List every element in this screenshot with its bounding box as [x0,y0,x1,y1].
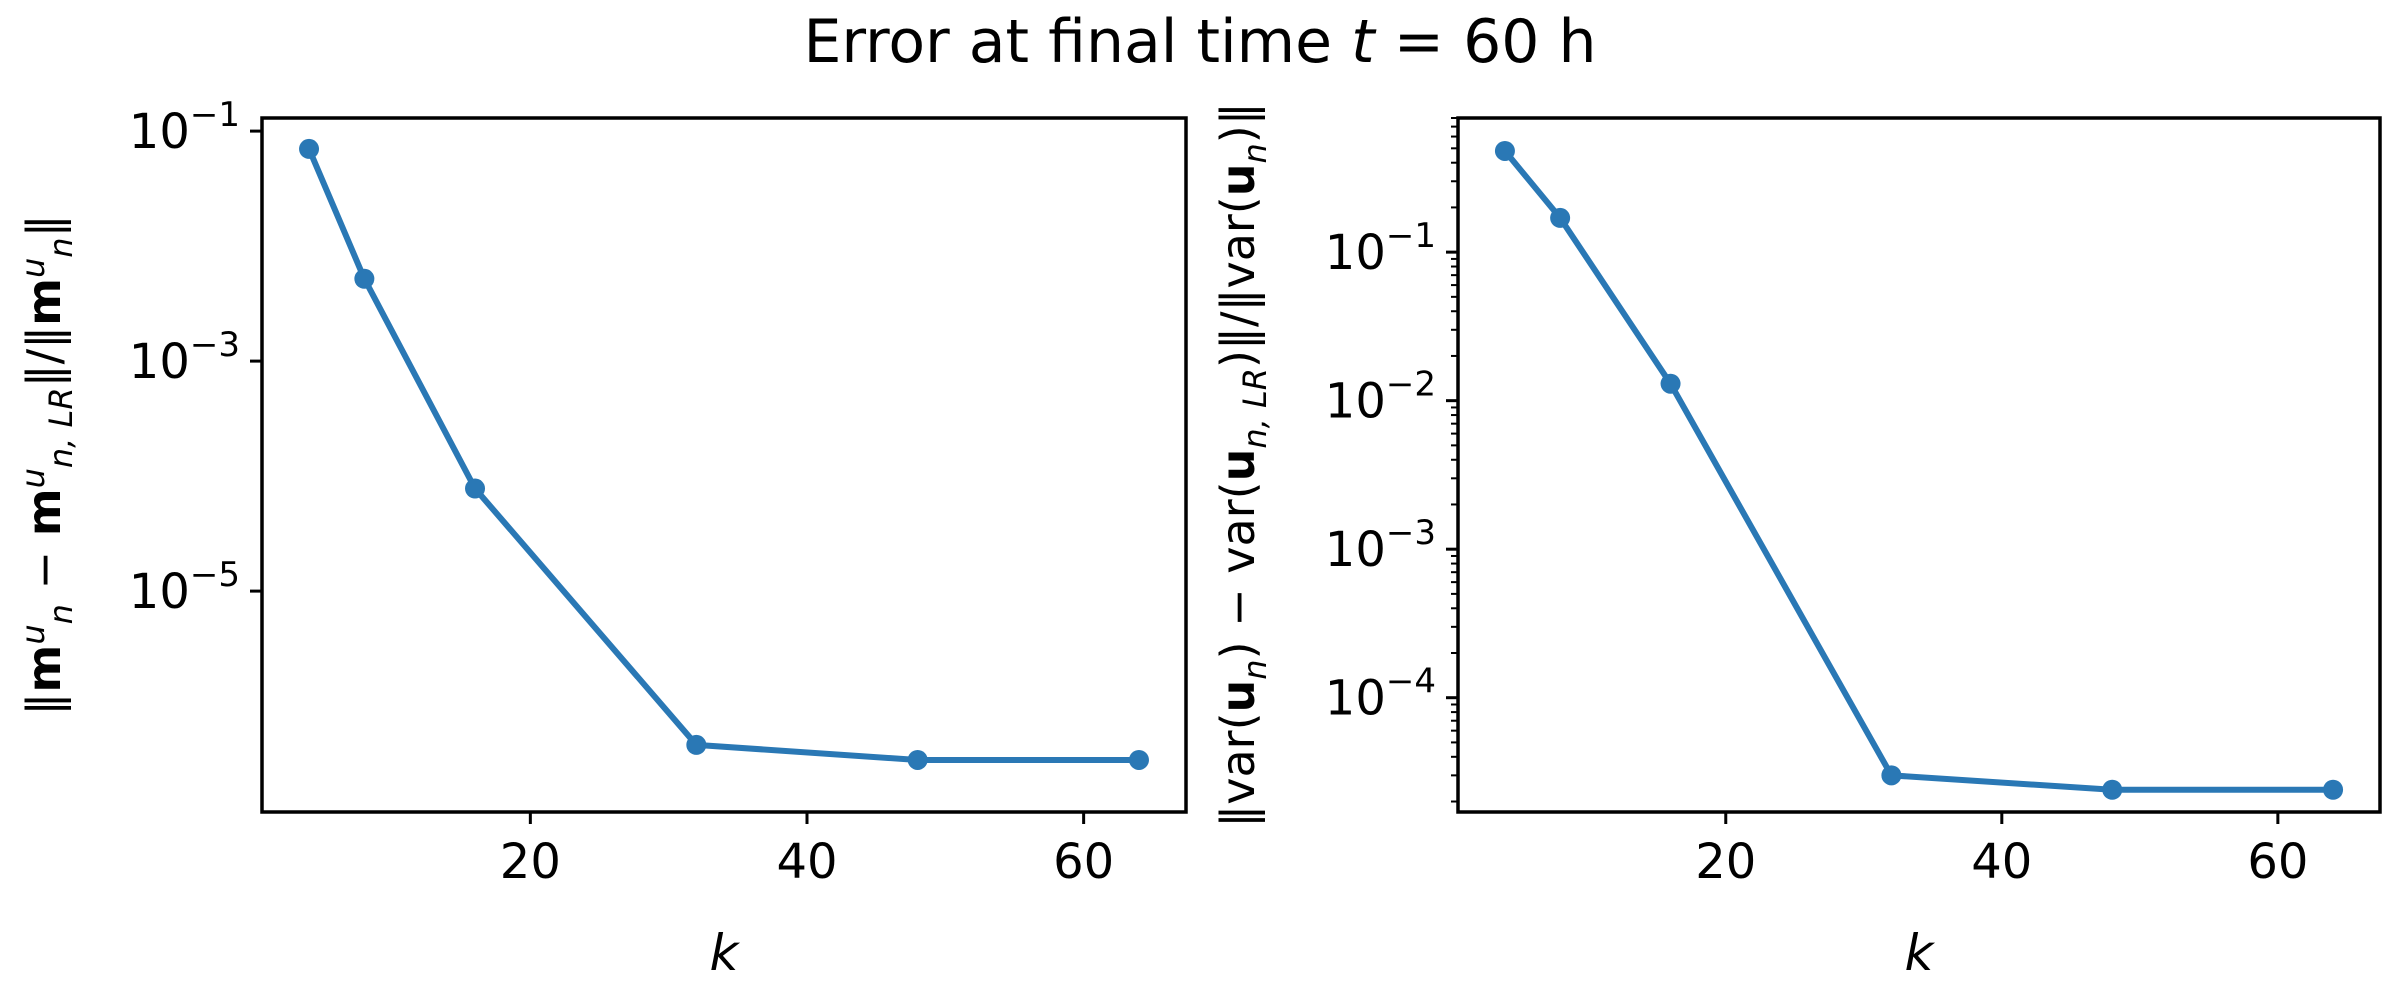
plot-frame [1456,116,2382,814]
x-tick-label: 40 [776,834,837,890]
y-axis-label: ‖var(un) − var(un, LR)‖/‖var(un)‖ [1211,102,1274,827]
y-tick-label: 10−4 [1325,662,1436,727]
x-tick-label: 20 [1695,834,1756,890]
data-point [1660,373,1681,394]
data-point [1128,749,1149,770]
x-axis-label: k [1905,924,1936,982]
y-tick-label: 10−1 [129,95,240,160]
y-tick-label: 10−1 [1325,216,1436,281]
y-tick-label: 10−3 [129,325,240,390]
y-axis-label: ‖mun − mun, LR‖/‖mun‖ [14,214,80,715]
x-tick-label: 60 [2247,834,2308,890]
data-point [299,138,320,159]
data-point [1881,765,1902,786]
y-tick-label: 10−5 [129,555,240,620]
x-axis-label: k [710,924,741,982]
data-point [354,268,375,289]
x-tick-label: 20 [500,834,561,890]
series-line [306,147,1139,763]
series-line [1502,149,2334,793]
left-panel-mean-error: 20 40 60 10−1 10−3 10−5 k ‖mun − mun, LR‖/‖mun‖ [14,95,1188,982]
data-point [686,734,707,755]
y-tick-label: 10−3 [1325,513,1436,578]
data-point [1494,140,1515,161]
data-point [2102,779,2123,800]
plot-frame [260,116,1188,814]
figure-title: Error at final time t = 60 h [803,7,1596,77]
data-point [465,478,486,499]
right-panel-variance-error: 20 40 60 10−1 10−2 10−3 10−4 k ‖var(un) − var(un… [1211,102,2382,982]
x-tick-label: 40 [1971,834,2032,890]
y-tick-label: 10−2 [1325,365,1436,430]
data-point [2323,779,2344,800]
data-point [907,749,928,770]
x-tick-label: 60 [1053,834,1114,890]
data-point [1550,207,1571,228]
